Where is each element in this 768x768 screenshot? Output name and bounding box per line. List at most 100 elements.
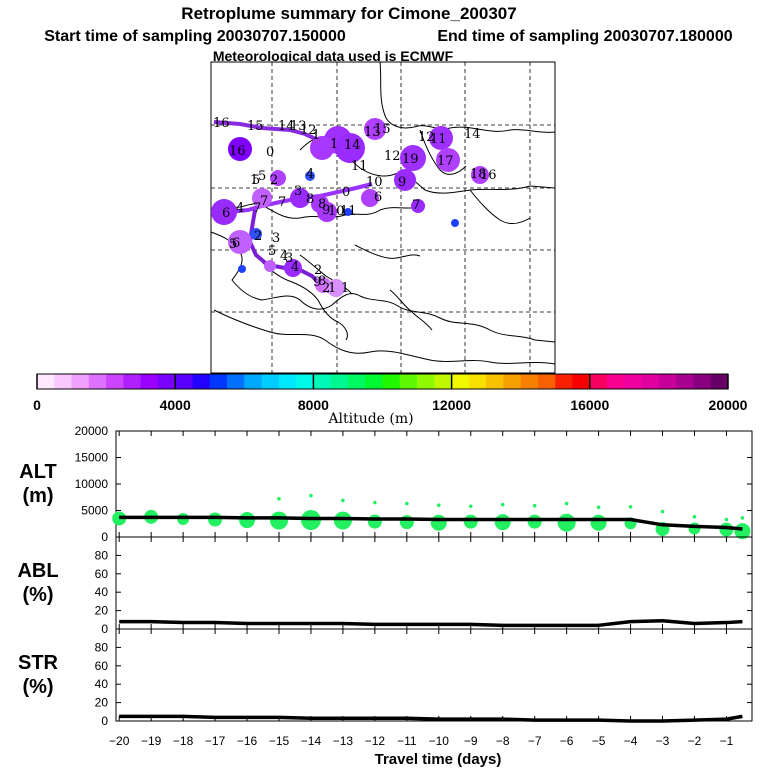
altitude-outlier-point [596,505,601,510]
map-cluster-label: 15 [374,122,391,137]
x-tick-label: −16 [237,734,258,748]
map-cluster-label: 18 [470,167,487,182]
map-cluster-label: 3 [285,251,293,266]
map-cluster-label: 6 [374,190,382,205]
y-tick-label: 20 [95,604,109,618]
colorbar-cell [520,374,539,389]
map-cluster [211,199,237,225]
map-cluster-label: 4 [291,260,299,275]
end-time-label: End time of sampling 20030707.180000 [437,28,732,45]
colorbar-cell [37,374,55,389]
altitude-outlier-point [692,515,697,519]
altitude-outlier-point [405,501,409,506]
map-cluster-label: 11 [340,204,357,219]
map-cluster [327,279,345,297]
altitude-colorbar: 0 4000 8000 12000 16000 20000 Altitude (m) [33,373,748,427]
altitude-cluster-point [590,514,607,531]
panel-str: 0 20 40 60 80 STR(%) [18,628,753,728]
map-cluster-label: 11 [430,132,447,147]
colorbar-cell [555,374,574,389]
colorbar-cell [157,374,176,389]
colorbar-cell [537,374,556,389]
x-tick-label: −9 [464,734,478,748]
colorbar-cell [624,374,643,389]
map-cluster [471,166,489,184]
map-cluster-label: 9 [313,275,321,290]
x-tick-label: −17 [205,734,226,748]
map-cluster [238,265,246,273]
altitude-outlier-point [660,509,665,514]
map-cluster-label: 13 [290,119,307,134]
colorbar-cell [486,374,504,389]
map-cluster-label: 12 [300,123,317,138]
altitude-outlier-point [740,516,745,520]
panel-label: ALT [19,461,56,483]
x-tick-label: −7 [528,734,542,748]
map-cluster-label: 8 [306,192,314,207]
colorbar-cell [676,374,694,389]
map-cluster [429,126,453,150]
colorbar-cell [710,374,729,389]
map-cluster [400,145,426,171]
panel-alt: 0 5000 10000 15000 20000 ALT(m) [19,424,753,544]
altitude-cluster-point [430,514,447,531]
altitude-cluster-point [333,511,352,530]
colorbar-cell [106,374,124,389]
map-cluster-label: 3 [272,231,280,246]
y-tick-label: 0 [101,714,108,728]
map-cluster [451,219,459,227]
altitude-outlier-point [436,503,441,508]
y-tick-label: 5000 [81,504,108,518]
colorbar-cell [693,374,712,389]
x-tick-label: −8 [496,734,510,748]
panel-abl: 0 20 40 60 80 ABL(%) [17,536,753,636]
map-cluster [310,136,334,160]
map-cluster-label: 7 [412,198,420,213]
colorbar-cell [54,374,73,389]
colorbar-tick-label: 20000 [709,397,748,413]
map-cluster-label: 2 [270,173,278,188]
map-cluster [284,259,302,277]
panel-unit: (m) [22,485,53,507]
colorbar-cell [88,374,107,389]
map-cluster-label: 13 [364,125,381,140]
colorbar-cell [140,374,159,389]
altitude-outlier-point [309,493,313,498]
y-tick-label: 0 [101,622,108,636]
map-cluster-label: 14 [278,119,295,134]
map-cluster [228,230,252,254]
map-cluster-label: 9 [322,203,330,218]
colorbar-cell [451,374,470,389]
colorbar-tick-label: 4000 [160,397,191,413]
altitude-cluster-point [239,512,256,529]
map-cluster [264,260,276,272]
map-cluster [305,171,315,181]
x-axis-title: Travel time (days) [375,751,502,768]
colorbar-cell [399,374,418,389]
x-tick-label: −11 [397,734,417,748]
altitude-cluster-point [557,513,576,532]
colorbar-cell [209,374,228,389]
panel-frame [115,628,753,722]
x-tick-label: −3 [656,734,670,748]
x-tick-label: −13 [333,734,354,748]
x-tick-label: −10 [429,734,450,748]
x-tick-label: −6 [560,734,574,748]
y-tick-label: 80 [95,640,109,654]
altitude-outlier-point [277,497,281,501]
map-cluster-label: 12 [418,130,435,145]
panel-frame [115,536,753,630]
map-cluster-label: 14 [344,138,361,153]
map-cluster-label: 1 [250,173,258,188]
map-cluster [361,189,379,207]
altitude-cluster-point [367,514,382,529]
y-tick-label: 15000 [75,451,109,465]
map-cluster [411,199,425,213]
map-cluster-label: 2 [254,229,262,244]
y-tick-label: 80 [95,548,109,562]
series-line-abl [119,618,743,628]
map-graticule [211,62,555,373]
